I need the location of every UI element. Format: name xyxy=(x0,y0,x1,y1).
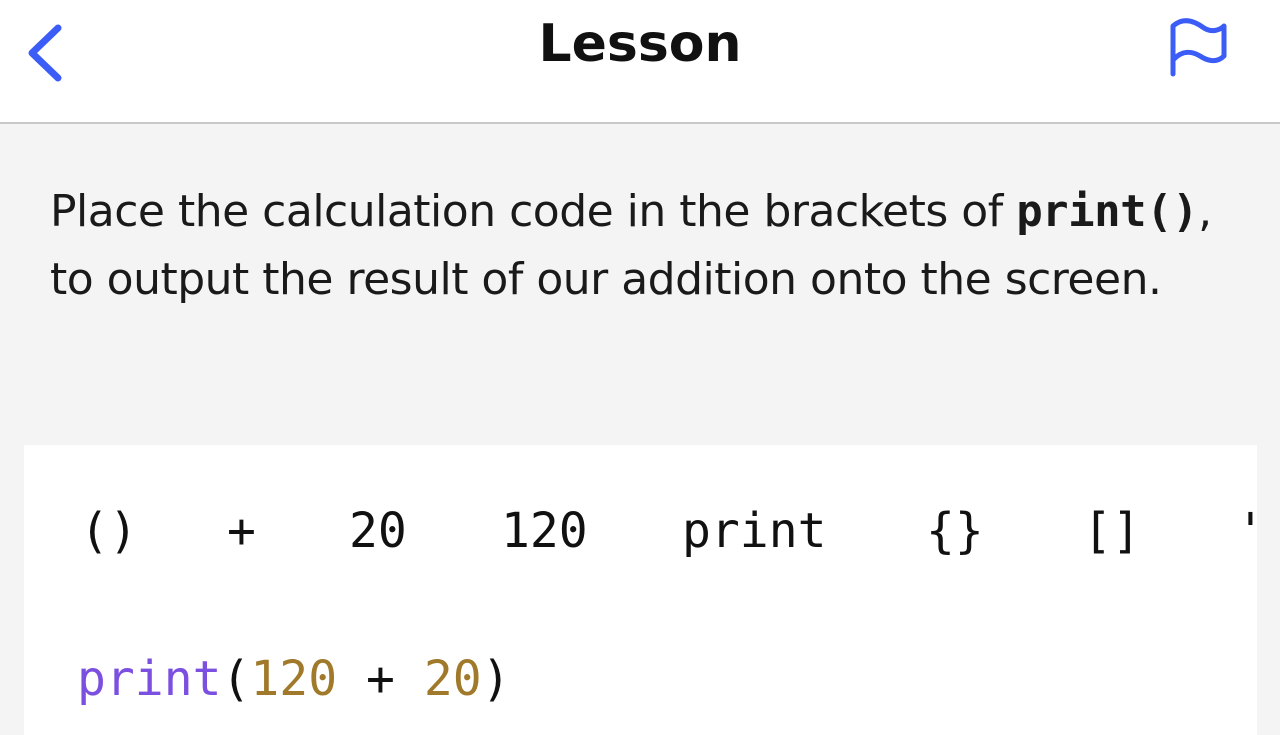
code-close: ) xyxy=(481,651,511,707)
token-print[interactable]: print xyxy=(682,503,827,559)
code-card: () + 20 120 print {} [] ' print(120 + 20… xyxy=(24,445,1265,735)
instruction-part1: Place the calculation code in the bracke… xyxy=(50,186,1017,237)
report-flag-button[interactable] xyxy=(1164,10,1230,80)
token-quote[interactable]: ' xyxy=(1236,503,1265,559)
back-button[interactable] xyxy=(20,18,70,88)
header: Lesson xyxy=(0,0,1280,124)
instruction-text: Place the calculation code in the bracke… xyxy=(50,178,1250,314)
code-num2: 20 xyxy=(423,651,482,707)
token-parens[interactable]: () xyxy=(80,503,138,559)
token-120[interactable]: 120 xyxy=(501,503,588,559)
token-brackets[interactable]: [] xyxy=(1083,503,1141,559)
token-braces[interactable]: {} xyxy=(926,503,984,559)
token-20[interactable]: 20 xyxy=(349,503,407,559)
flag-icon xyxy=(1170,18,1227,77)
code-func: print xyxy=(77,651,222,707)
instruction-part2: , to output the result of our addition o… xyxy=(50,186,1212,305)
answer-code: print(120 + 20) xyxy=(77,651,511,707)
code-num1: 120 xyxy=(250,651,338,707)
code-op: + xyxy=(337,651,424,707)
code-open: ( xyxy=(221,651,251,707)
chevron-left-icon xyxy=(28,24,62,82)
instruction-code: print() xyxy=(1016,186,1199,237)
page-title: Lesson xyxy=(538,14,742,74)
token-plus[interactable]: + xyxy=(227,503,256,559)
